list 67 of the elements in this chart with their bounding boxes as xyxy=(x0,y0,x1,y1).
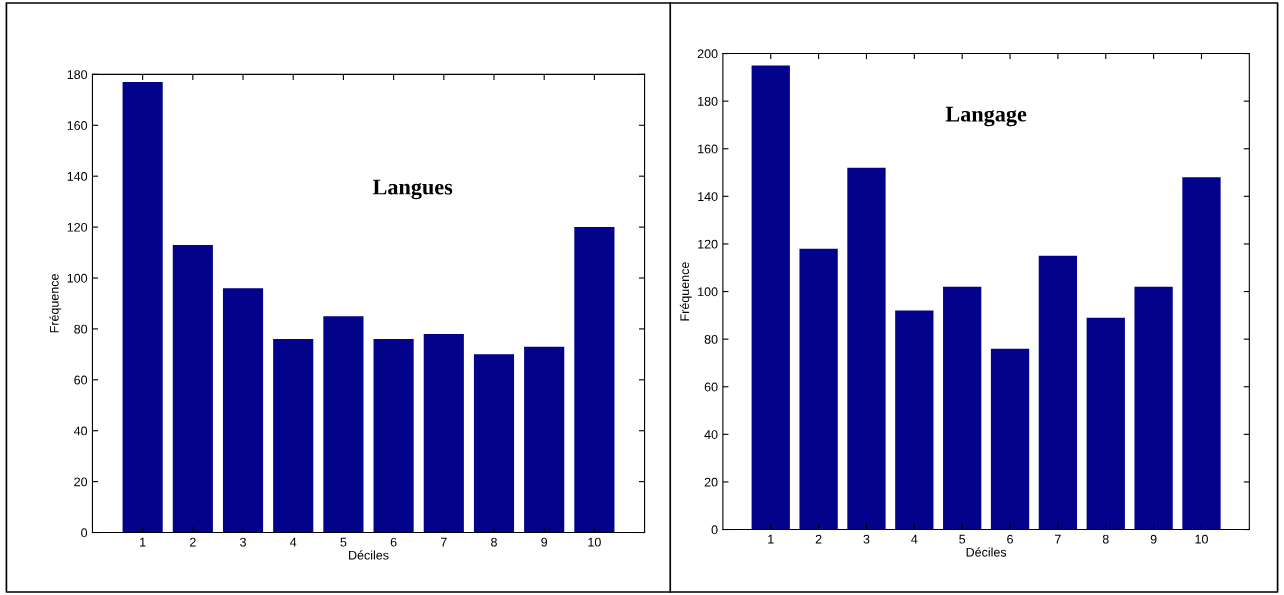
x-tick-label: 4 xyxy=(290,537,297,547)
bar xyxy=(122,82,163,533)
y-tick-label: 160 xyxy=(698,144,718,154)
y-tick-label: 0 xyxy=(711,525,718,535)
bar xyxy=(423,333,464,533)
bar xyxy=(943,286,982,530)
x-tick-label: 9 xyxy=(541,537,548,547)
y-tick-label: 180 xyxy=(67,70,88,80)
x-tick-label: 9 xyxy=(1150,534,1157,544)
x-tick-label: 8 xyxy=(491,537,497,547)
y-tick-label: 60 xyxy=(74,375,88,385)
bar xyxy=(373,339,414,533)
bar xyxy=(1182,177,1221,530)
y-axis-title: Fréquence xyxy=(49,274,62,333)
bar xyxy=(1038,255,1078,530)
y-tick-label: 100 xyxy=(698,287,718,297)
bar xyxy=(895,310,934,530)
bar xyxy=(323,316,364,533)
x-tick-label: 10 xyxy=(1195,534,1208,544)
x-tick-label: 3 xyxy=(240,537,246,547)
y-tick-label: 120 xyxy=(698,239,718,249)
y-tick-label: 200 xyxy=(697,49,718,59)
bar xyxy=(751,65,790,530)
bar xyxy=(847,167,886,530)
x-tick-label: 4 xyxy=(911,534,918,544)
x-tick-label: 6 xyxy=(1007,534,1013,544)
x-axis-title: Déciles xyxy=(349,550,389,560)
bar xyxy=(799,248,838,530)
x-tick-label: 7 xyxy=(440,537,447,547)
y-tick-label: 140 xyxy=(67,171,88,181)
y-tick-label: 40 xyxy=(704,430,718,439)
x-tick-label: 5 xyxy=(340,537,347,547)
x-tick-label: 2 xyxy=(189,537,196,547)
y-tick-label: 40 xyxy=(73,426,88,436)
x-tick-label: 1 xyxy=(140,537,146,547)
x-tick-label: 5 xyxy=(959,534,966,544)
bar xyxy=(1086,317,1125,530)
bar xyxy=(222,288,264,533)
x-tick-label: 2 xyxy=(815,534,822,544)
y-tick-label: 140 xyxy=(698,192,718,201)
y-tick-label: 80 xyxy=(704,334,718,344)
text: Langage xyxy=(945,106,1027,127)
y-tick-label: 180 xyxy=(698,96,718,106)
bar xyxy=(574,227,615,533)
y-tick-label: 0 xyxy=(81,528,88,538)
x-tick-label: 1 xyxy=(768,534,774,544)
x-tick-label: 6 xyxy=(390,537,397,547)
x-tick-label: 3 xyxy=(863,534,870,544)
y-tick-label: 20 xyxy=(704,477,718,487)
y-axis-title: Fréquence xyxy=(679,262,692,321)
y-tick-label: 20 xyxy=(74,477,88,487)
bar xyxy=(273,339,314,533)
bar xyxy=(990,348,1030,530)
x-tick-label: 10 xyxy=(588,537,601,547)
bar xyxy=(524,346,565,533)
bar xyxy=(1134,286,1173,530)
x-tick-label: 8 xyxy=(1102,534,1109,544)
text: Langues xyxy=(372,179,453,200)
bar xyxy=(473,354,515,533)
x-tick-label: 7 xyxy=(1055,534,1061,544)
bar xyxy=(172,244,213,533)
x-axis-title: Déciles xyxy=(966,547,1007,557)
y-tick-label: 120 xyxy=(67,222,88,232)
y-tick-label: 100 xyxy=(67,273,88,283)
y-tick-label: 60 xyxy=(704,382,718,392)
y-tick-label: 160 xyxy=(67,121,88,130)
y-tick-label: 80 xyxy=(74,324,88,334)
